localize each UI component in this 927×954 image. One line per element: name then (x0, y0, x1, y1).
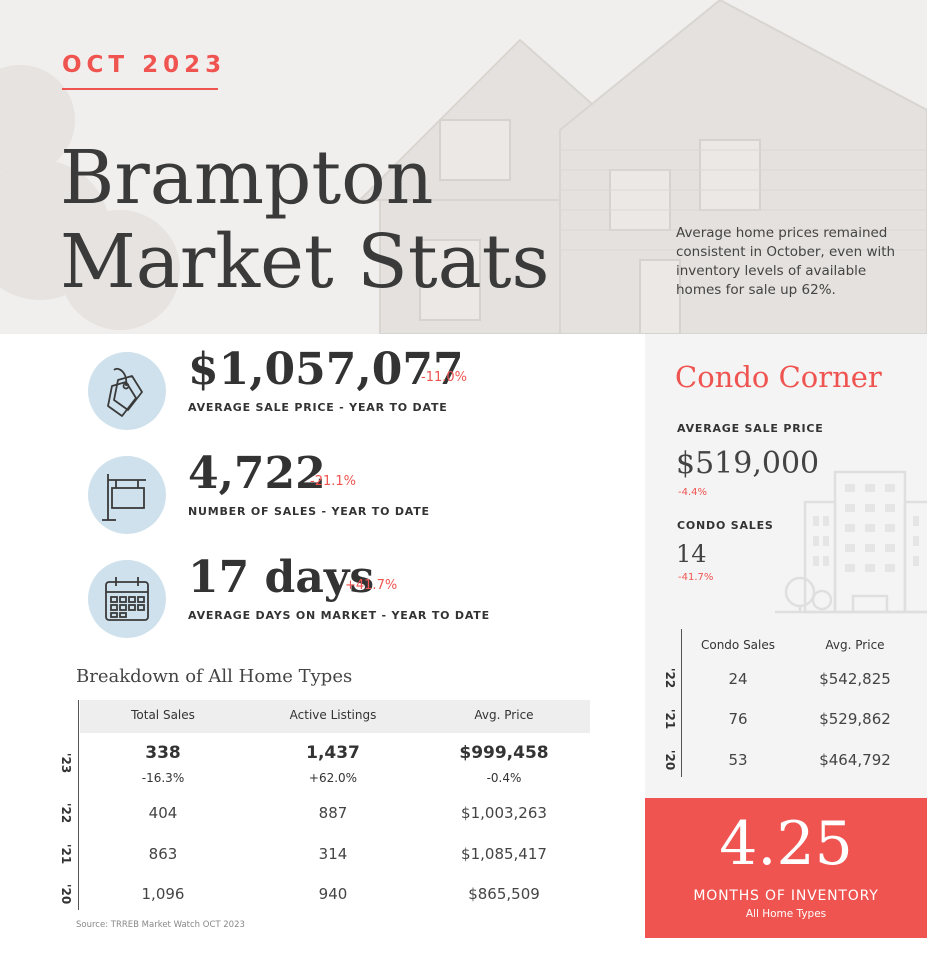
table-cell: $865,509 (468, 885, 540, 903)
average-sale-price-label: AVERAGE SALE PRICE - YEAR TO DATE (188, 401, 448, 414)
days-on-market-value: 17 days (188, 552, 375, 603)
condo-average-price-value: $519,000 (676, 446, 820, 481)
condo-average-price-change: -4.4% (678, 487, 708, 498)
breakdown-year-label: '23 (59, 752, 73, 774)
condo-year-label: '22 (663, 667, 677, 689)
months-of-inventory-box: 4.25 MONTHS OF INVENTORY All Home Types (645, 798, 927, 938)
breakdown-title: Breakdown of All Home Types (76, 666, 353, 687)
days-on-market-label: AVERAGE DAYS ON MARKET - YEAR TO DATE (188, 609, 490, 622)
table-cell: 863 (148, 845, 178, 863)
breakdown-year-label: '20 (59, 883, 73, 905)
months-of-inventory-value: 4.25 (719, 809, 853, 879)
table-cell-change: -16.3% (141, 771, 185, 785)
stat-days-on-market: 17 days +41.7% AVERAGE DAYS ON MARKET - … (88, 552, 608, 640)
hero-banner: OCT 2023 Brampton Market Stats Average h… (0, 0, 927, 334)
breakdown-header-active-listings: Active Listings (289, 708, 377, 722)
condo-header-avg-price: Avg. Price (825, 638, 885, 652)
condo-corner-title: Condo Corner (675, 360, 882, 394)
table-cell: 76 (728, 710, 748, 728)
title-line-2: Market Stats (60, 219, 550, 305)
condo-average-price-label: AVERAGE SALE PRICE (677, 422, 824, 435)
condo-year-label: '21 (663, 708, 677, 730)
buildings-illustration (775, 470, 927, 614)
condo-header-sales: Condo Sales (700, 638, 776, 652)
house-background-image (0, 0, 927, 334)
number-of-sales-value: 4,722 (188, 448, 326, 499)
table-cell: 53 (728, 751, 748, 769)
condo-year-axis (681, 629, 682, 777)
months-of-inventory-label: MONTHS OF INVENTORY (693, 888, 879, 904)
intro-text: Average home prices remained consistent … (676, 225, 896, 298)
breakdown-year-label: '22 (59, 802, 73, 824)
table-cell: 1,096 (141, 885, 185, 903)
condo-sales-change: -41.7% (678, 572, 714, 583)
condo-corner-panel (645, 334, 927, 798)
stat-number-of-sales: 4,722 -21.1% NUMBER OF SALES - YEAR TO D… (88, 448, 608, 536)
table-cell: 338 (145, 743, 181, 763)
breakdown-header-row (80, 700, 590, 733)
condo-sales-label: CONDO SALES (677, 519, 774, 532)
number-of-sales-change: -21.1% (310, 474, 356, 489)
table-cell: $542,825 (819, 670, 891, 688)
table-cell: 314 (318, 845, 348, 863)
title-line-1: Brampton (60, 135, 434, 221)
table-cell: $529,862 (819, 710, 891, 728)
month-underline (62, 88, 218, 90)
table-cell: 404 (148, 804, 178, 822)
table-cell: 887 (318, 804, 348, 822)
table-cell-change: +62.0% (308, 771, 358, 785)
table-cell-change: -0.4% (486, 771, 522, 785)
calendar-icon (88, 560, 166, 638)
table-cell: 24 (728, 670, 748, 688)
table-cell: 940 (318, 885, 348, 903)
page-title: Brampton Market Stats (60, 136, 549, 304)
average-sale-price-value: $1,057,077 (188, 344, 464, 395)
table-cell: $999,458 (459, 743, 549, 763)
months-of-inventory-sublabel: All Home Types (745, 908, 827, 920)
days-on-market-change: +41.7% (345, 578, 398, 593)
price-tag-icon (88, 352, 166, 430)
condo-sales-value: 14 (676, 540, 707, 568)
table-cell: $464,792 (819, 751, 891, 769)
sign-post-icon (88, 456, 166, 534)
breakdown-year-axis (78, 700, 79, 910)
number-of-sales-label: NUMBER OF SALES - YEAR TO DATE (188, 505, 430, 518)
average-sale-price-change: -11.0% (421, 370, 467, 385)
table-cell: 1,437 (306, 743, 360, 763)
breakdown-year-label: '21 (59, 843, 73, 865)
table-cell: $1,085,417 (461, 845, 547, 863)
breakdown-header-avg-price: Avg. Price (474, 708, 534, 722)
table-cell: $1,003,263 (461, 804, 547, 822)
stat-average-sale-price: $1,057,077 -11.0% AVERAGE SALE PRICE - Y… (88, 344, 608, 432)
breakdown-header-total-sales: Total Sales (131, 708, 195, 722)
source-note: Source: TRREB Market Watch OCT 2023 (76, 920, 245, 930)
report-month: OCT 2023 (62, 52, 227, 78)
condo-year-label: '20 (663, 749, 677, 771)
